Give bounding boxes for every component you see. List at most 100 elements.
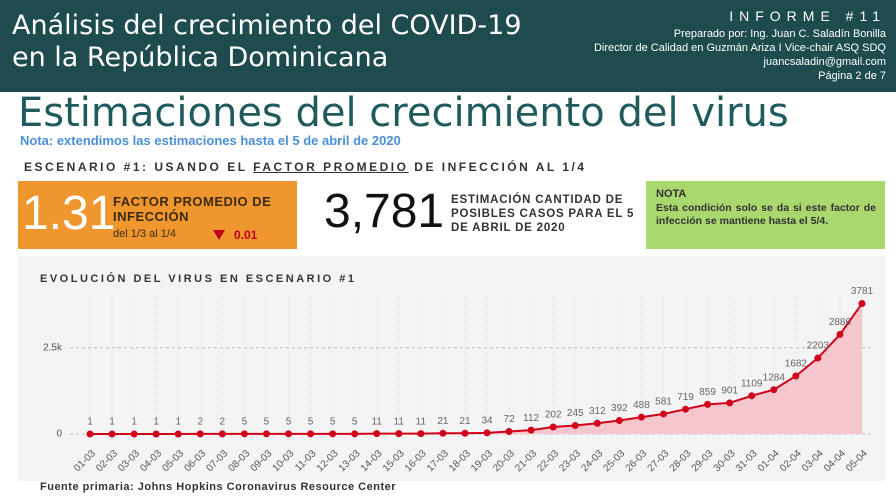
point <box>637 413 645 421</box>
data-label: 245 <box>567 408 584 419</box>
point <box>659 410 667 418</box>
area <box>90 303 862 434</box>
point <box>329 430 337 438</box>
nota-box <box>646 181 885 249</box>
data-label: 581 <box>655 397 672 408</box>
point <box>395 430 403 438</box>
data-label: 1 <box>153 417 159 428</box>
header-band <box>0 0 896 92</box>
data-label: 11 <box>416 416 427 427</box>
point <box>351 430 359 438</box>
chart-panel <box>18 256 885 481</box>
author: Preparado por: Ing. Juan C. Saladín Boni… <box>673 28 886 40</box>
data-label: 901 <box>721 386 738 397</box>
data-label: 312 <box>589 406 606 417</box>
email: juancsaladin@gmail.com <box>763 56 886 68</box>
point <box>527 426 535 434</box>
data-label: 1682 <box>785 359 808 370</box>
data-label: 5 <box>352 416 358 427</box>
factor-box <box>18 181 297 249</box>
point <box>417 430 425 438</box>
line <box>90 302 863 435</box>
data-label: 5 <box>308 416 314 427</box>
point <box>726 399 734 407</box>
point <box>262 430 270 438</box>
data-label: 2 <box>198 417 204 428</box>
data-label: 488 <box>633 400 650 411</box>
header-title: Análisis del crecimiento del COVID-19 <box>12 10 522 41</box>
point <box>218 430 226 438</box>
data-label: 1284 <box>763 372 786 383</box>
data-label: 21 <box>437 416 449 427</box>
factor-change: 0.01 <box>234 228 258 242</box>
data-label: 1 <box>131 417 137 428</box>
data-label: 112 <box>523 413 539 424</box>
point <box>240 430 248 438</box>
data-label: 2203 <box>807 341 830 352</box>
point <box>483 429 491 437</box>
data-label: 392 <box>611 403 628 414</box>
data-label: 859 <box>699 387 716 398</box>
data-label: 719 <box>677 392 694 403</box>
point <box>593 419 601 427</box>
role: Director de Calidad en Guzmán Ariza I Vi… <box>593 42 886 54</box>
nota-title: NOTA <box>656 188 687 200</box>
data-label: 202 <box>545 410 562 421</box>
data-label: 2886 <box>829 317 852 328</box>
data-label: 1109 <box>741 378 763 389</box>
factor-label: FACTOR PROMEDIO DE INFECCIÓN <box>113 194 272 224</box>
point <box>130 430 138 438</box>
chart-title: EVOLUCIÓN DEL VIRUS EN ESCENARIO #1 <box>40 272 357 285</box>
data-label: 11 <box>372 416 383 427</box>
main-title: Estimaciones del crecimiento del virus <box>18 90 789 136</box>
point <box>196 430 204 438</box>
point <box>307 430 315 438</box>
report-number: INFORME #11 <box>729 8 886 24</box>
point <box>152 430 160 438</box>
header-title: en la República Dominicana <box>12 42 389 73</box>
point <box>748 392 756 400</box>
point <box>615 416 623 424</box>
data-label: 3781 <box>851 286 874 297</box>
scenario-prefix: ESCENARIO #1: USANDO EL <box>24 160 248 174</box>
page-number: Página 2 de 7 <box>818 70 886 82</box>
scenario-underlined: FACTOR PROMEDIO <box>253 160 409 174</box>
point <box>704 400 712 408</box>
point <box>858 300 866 308</box>
point <box>770 386 778 394</box>
data-label: 34 <box>481 415 493 426</box>
point <box>108 430 116 438</box>
data-label: 21 <box>459 416 471 427</box>
point <box>682 405 690 413</box>
data-label: 5 <box>330 416 336 427</box>
y-tick-label: 2.5k <box>43 342 63 353</box>
footer-source: Fuente primaria: Johns Hopkins Coronavir… <box>40 481 397 493</box>
point <box>373 430 381 438</box>
nota-text: Esta condición solo se da si este factor… <box>656 202 876 227</box>
point <box>439 429 447 437</box>
data-label: 5 <box>286 416 292 427</box>
note: Nota: extendimos las estimaciones hasta … <box>20 133 401 148</box>
data-label: 1 <box>109 417 115 428</box>
point <box>814 354 822 362</box>
point <box>86 430 94 438</box>
factor-period: del 1/3 al 1/4 <box>113 228 176 240</box>
data-label: 1 <box>87 417 93 428</box>
point <box>549 423 557 431</box>
data-label: 5 <box>264 416 270 427</box>
point <box>461 429 469 437</box>
data-label: 5 <box>242 416 248 427</box>
data-label: 11 <box>394 416 405 427</box>
point <box>505 428 513 436</box>
y-tick-label: 0 <box>56 429 62 440</box>
point <box>174 430 182 438</box>
point <box>836 330 844 338</box>
down-arrow <box>213 230 225 240</box>
data-label: 1 <box>175 417 181 428</box>
data-label: 72 <box>504 414 516 425</box>
data-label: 2 <box>220 417 226 428</box>
point <box>285 430 293 438</box>
scenario-suffix: DE INFECCIÓN AL 1/4 <box>414 160 587 174</box>
